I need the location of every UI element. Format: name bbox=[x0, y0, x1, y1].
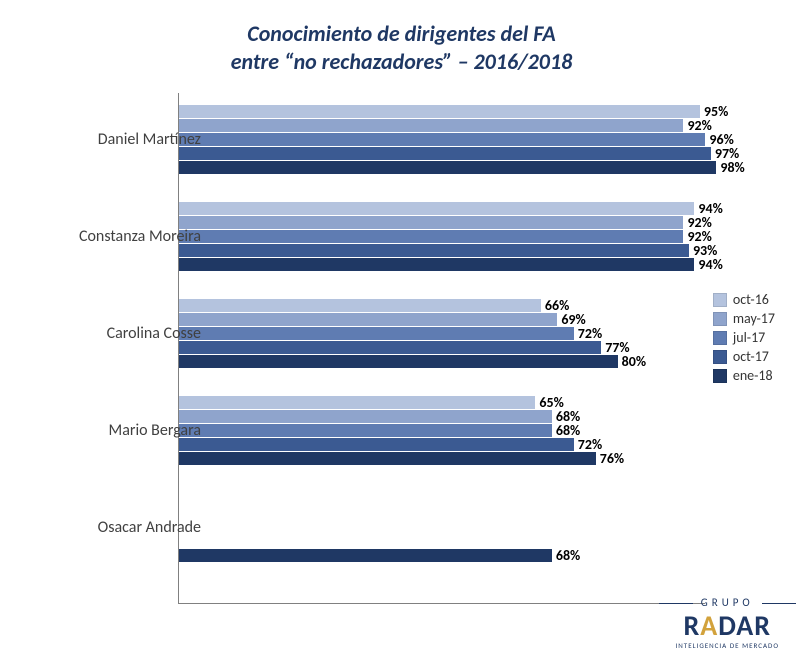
logo-name: RADAR bbox=[676, 612, 779, 640]
bar-group: 68% bbox=[179, 493, 705, 562]
bar bbox=[179, 424, 552, 437]
category-label: Mario Bergara bbox=[41, 421, 201, 440]
legend-item: jul-17 bbox=[713, 329, 775, 346]
category-label: Carolina Cosse bbox=[41, 324, 201, 343]
bar bbox=[179, 355, 618, 368]
bar bbox=[179, 244, 689, 257]
category-label: Daniel Martínez bbox=[41, 130, 201, 149]
legend-swatch bbox=[713, 312, 727, 326]
legend-item: ene-18 bbox=[713, 367, 775, 384]
category-label: Osacar Andrade bbox=[41, 518, 201, 537]
bar-value-label: 68% bbox=[556, 424, 580, 437]
bar-group: 94%92%92%93%94% bbox=[179, 202, 705, 271]
bar bbox=[179, 161, 716, 174]
bar bbox=[179, 216, 683, 229]
bar bbox=[179, 147, 711, 160]
legend-label: oct-17 bbox=[733, 348, 769, 365]
bar-value-label: 92% bbox=[687, 119, 711, 132]
bar bbox=[179, 119, 683, 132]
bar-value-label: 98% bbox=[720, 161, 744, 174]
legend-label: ene-18 bbox=[733, 367, 773, 384]
bar bbox=[179, 313, 557, 326]
bar bbox=[179, 396, 535, 409]
bar bbox=[179, 202, 694, 215]
bar bbox=[179, 299, 541, 312]
bar bbox=[179, 549, 552, 562]
bar-value-label: 94% bbox=[698, 258, 722, 271]
bar bbox=[179, 133, 705, 146]
legend-swatch bbox=[713, 369, 727, 383]
title-line-2: entre “no rechazadores” – 2016/2018 bbox=[231, 48, 573, 75]
logo-name-suffix: DAR bbox=[718, 608, 771, 643]
legend-label: may-17 bbox=[733, 310, 775, 327]
legend-swatch bbox=[713, 293, 727, 307]
bar-value-label: 76% bbox=[600, 452, 624, 465]
bar-value-label: 72% bbox=[578, 438, 602, 451]
bar-value-label: 80% bbox=[622, 355, 646, 368]
logo-tagline: INTELIGENCIA DE MERCADO bbox=[676, 642, 779, 649]
bar-group: 95%92%96%97%98% bbox=[179, 105, 705, 174]
bar bbox=[179, 258, 694, 271]
bar-group: 66%69%72%77%80% bbox=[179, 299, 705, 368]
bar bbox=[179, 230, 683, 243]
bar bbox=[179, 105, 700, 118]
legend: oct-16 may-17 jul-17 oct-17 ene-18 bbox=[713, 289, 775, 386]
bar bbox=[179, 327, 574, 340]
legend-label: jul-17 bbox=[733, 329, 765, 346]
legend-swatch bbox=[713, 350, 727, 364]
legend-item: may-17 bbox=[713, 310, 775, 327]
bar-value-label: 68% bbox=[556, 549, 580, 562]
bar bbox=[179, 438, 574, 451]
category-label: Constanza Moreira bbox=[41, 227, 201, 246]
brand-logo: GRUPO RADAR INTELIGENCIA DE MERCADO bbox=[676, 594, 779, 649]
bar-group: 65%68%68%72%76% bbox=[179, 396, 705, 465]
bar bbox=[179, 410, 552, 423]
logo-name-accent: A bbox=[700, 608, 718, 643]
logo-group-text: GRUPO bbox=[695, 597, 760, 608]
bar bbox=[179, 341, 601, 354]
chart-container: Conocimiento de dirigentes del FA entre … bbox=[0, 0, 803, 663]
bar bbox=[179, 452, 596, 465]
legend-swatch bbox=[713, 331, 727, 345]
logo-name-prefix: R bbox=[684, 608, 701, 643]
plot-area: 95%92%96%97%98% 94%92%92%93%94% 66%69%72%7… bbox=[178, 93, 705, 604]
legend-item: oct-16 bbox=[713, 291, 775, 308]
legend-item: oct-17 bbox=[713, 348, 775, 365]
chart-title: Conocimiento de dirigentes del FA entre … bbox=[28, 20, 775, 75]
title-line-1: Conocimiento de dirigentes del FA bbox=[247, 20, 555, 47]
bar-value-label: 72% bbox=[578, 327, 602, 340]
legend-label: oct-16 bbox=[733, 291, 769, 308]
